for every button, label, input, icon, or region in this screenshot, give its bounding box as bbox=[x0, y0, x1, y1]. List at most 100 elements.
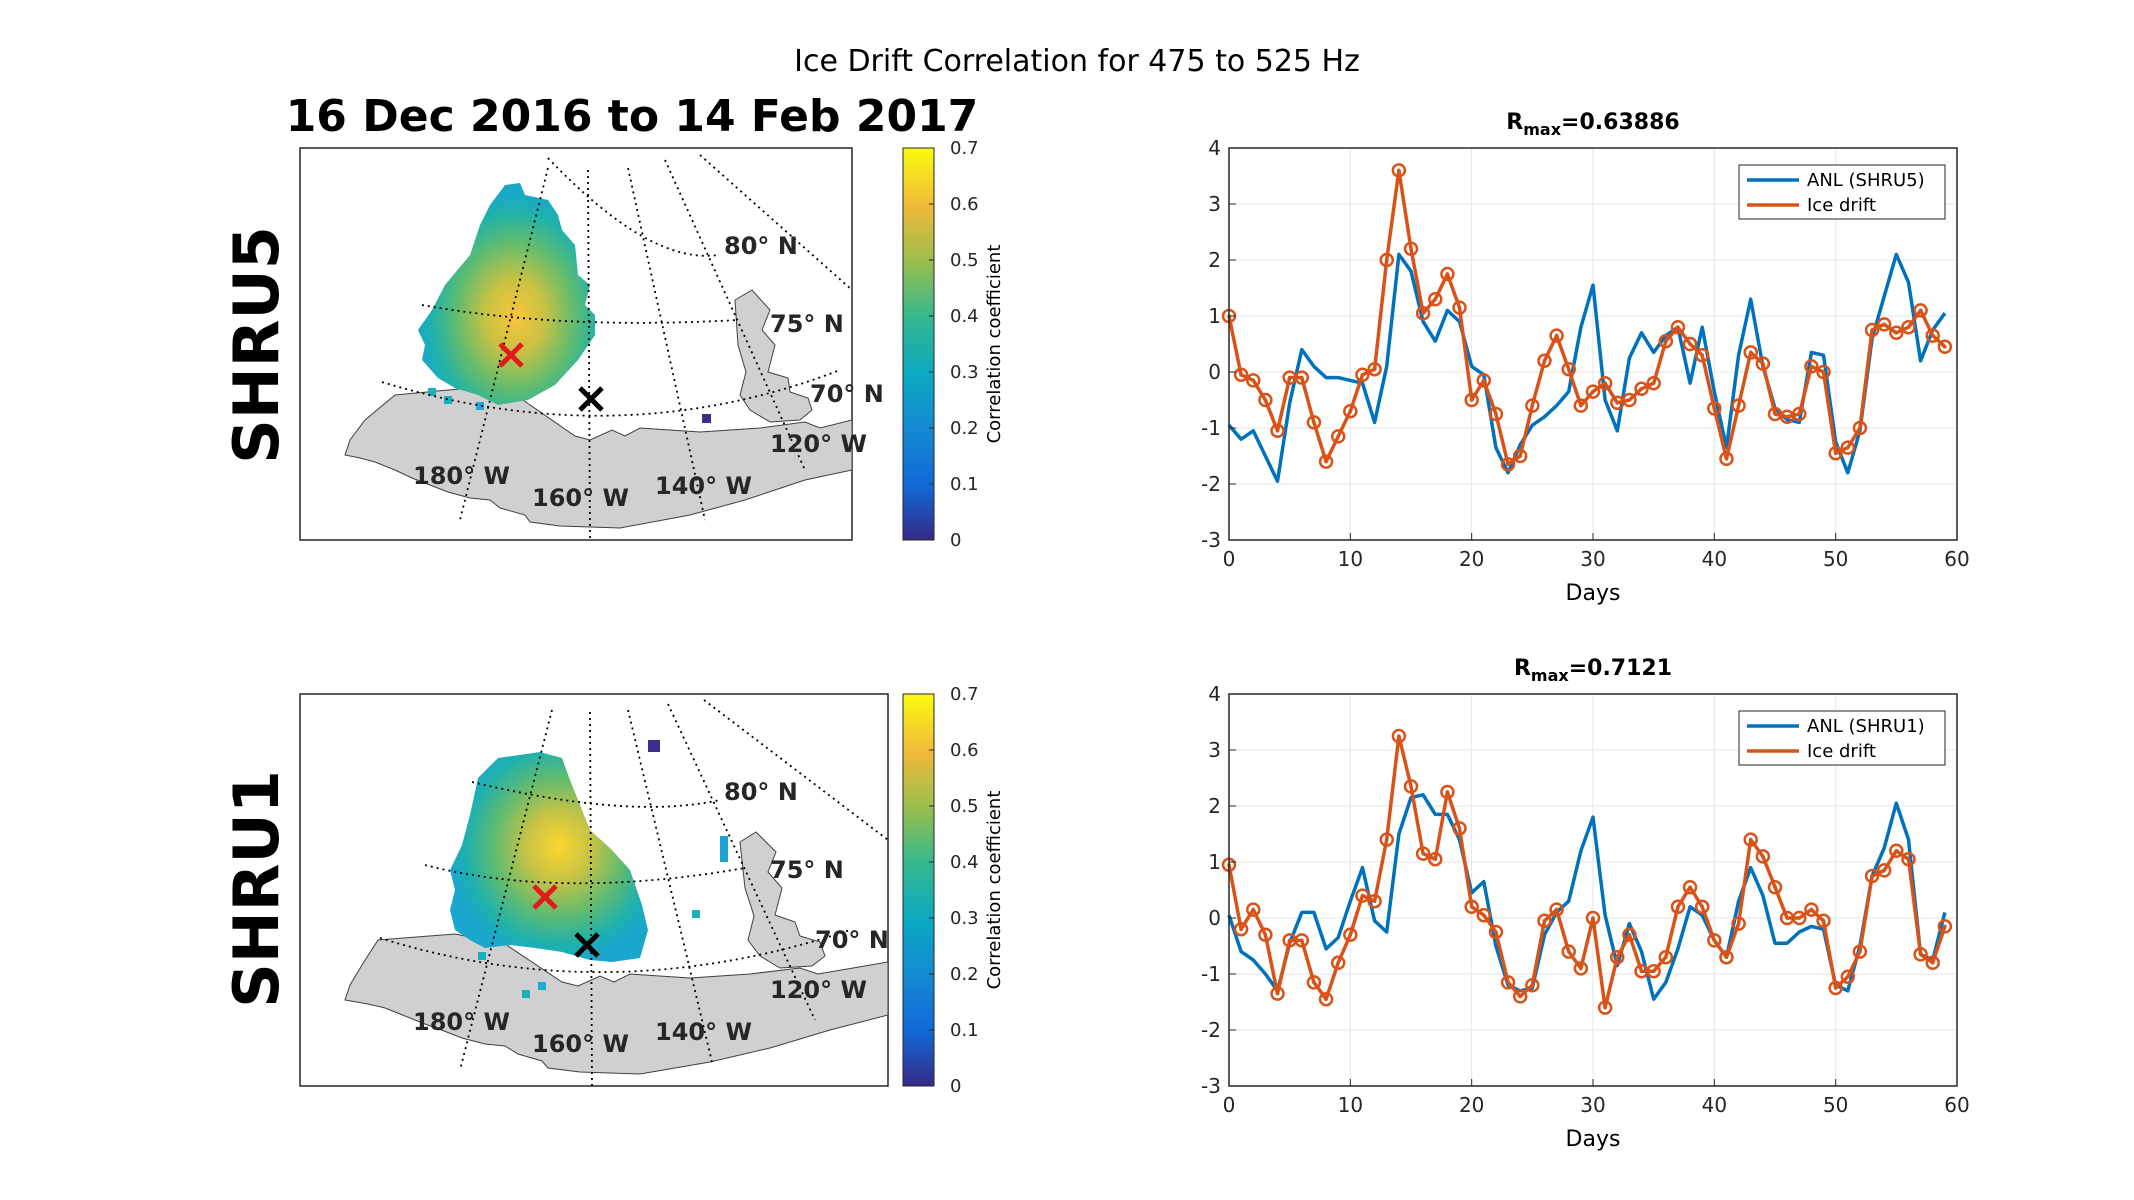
data-point-center bbox=[1275, 429, 1280, 433]
data-point-center bbox=[1482, 913, 1486, 917]
data-point-center bbox=[1482, 378, 1486, 383]
data-point-center bbox=[1603, 1005, 1607, 1010]
data-point bbox=[1233, 921, 1249, 937]
data-point-center bbox=[1312, 980, 1316, 985]
data-point bbox=[1585, 910, 1601, 926]
data-point bbox=[1306, 415, 1322, 430]
data-point bbox=[1561, 944, 1576, 959]
data-point-center bbox=[1360, 893, 1365, 898]
colorbar-ticks: 0 0.1 0.2 0.3 0.4 0.5 0.6 0.7 bbox=[929, 684, 979, 1097]
colorbar bbox=[902, 693, 935, 1087]
data-point bbox=[1464, 392, 1479, 408]
y-tick-label: 1 bbox=[1208, 850, 1221, 874]
data-point-center bbox=[1336, 434, 1340, 439]
data-point bbox=[1828, 445, 1843, 461]
data-point bbox=[1719, 451, 1734, 467]
data-point-center bbox=[1457, 305, 1462, 310]
data-point bbox=[1573, 398, 1589, 413]
series-line bbox=[1227, 168, 1947, 467]
data-point bbox=[1500, 457, 1516, 472]
data-point-center bbox=[1469, 905, 1474, 909]
data-point bbox=[1476, 907, 1492, 923]
data-point-center bbox=[1918, 308, 1923, 313]
data-point-center bbox=[1639, 387, 1644, 391]
data-point bbox=[1330, 955, 1346, 971]
chart-plot-area: 0 10 20 30 40 50 60 -3 -2 -1 0 1 2 3 4 ANL (SHRU1) Ice d… bbox=[1201, 682, 1970, 1117]
data-point-center bbox=[1797, 412, 1802, 416]
array-location-marker bbox=[498, 342, 524, 368]
data-point-center bbox=[1384, 258, 1389, 262]
data-point-center bbox=[1870, 328, 1874, 332]
data-point bbox=[1755, 849, 1771, 864]
colorbar-tick-label: 0.5 bbox=[950, 250, 979, 271]
data-point-center bbox=[1761, 361, 1765, 366]
y-tick-label: 0 bbox=[1208, 360, 1221, 384]
data-point-center bbox=[1882, 868, 1886, 873]
colorbar-tick-label: 0.1 bbox=[950, 1020, 979, 1041]
data-point-center bbox=[1870, 874, 1874, 878]
data-point-center bbox=[1287, 938, 1292, 943]
data-point-center bbox=[1736, 403, 1741, 408]
data-point-center bbox=[1542, 359, 1547, 363]
data-point bbox=[1767, 879, 1783, 895]
y-tick-label: 2 bbox=[1208, 794, 1221, 818]
colorbar-tick-label: 0.2 bbox=[950, 418, 979, 439]
chart-plot-area: 0 10 20 30 40 50 60 -3 -2 -1 0 1 2 3 4 ANL (SHRU5) Ice d… bbox=[1201, 136, 1970, 571]
data-point bbox=[1792, 406, 1807, 422]
land-mass-alaska bbox=[344, 387, 852, 529]
x-tick-label: 20 bbox=[1459, 547, 1484, 571]
x-tick-label: 10 bbox=[1338, 1093, 1363, 1117]
date-range-title: 16 Dec 2016 to 14 Feb 2017 bbox=[286, 91, 979, 142]
x-tick-label: 60 bbox=[1944, 547, 1969, 571]
colorbar-tick-label: 0.5 bbox=[950, 796, 979, 817]
map-panel-shru5: SHRU5 bbox=[220, 138, 1005, 551]
legend-entry-label: ANL (SHRU1) bbox=[1807, 716, 1925, 737]
data-point bbox=[1428, 851, 1443, 867]
data-point bbox=[1816, 364, 1831, 380]
data-point-center bbox=[1846, 975, 1850, 979]
data-point bbox=[1246, 902, 1261, 917]
data-point-center bbox=[1494, 412, 1498, 416]
chart-title: Rmax=0.63886 bbox=[1506, 110, 1679, 139]
data-point-center bbox=[1748, 350, 1753, 355]
data-point bbox=[1440, 266, 1455, 282]
data-point bbox=[1852, 420, 1868, 436]
colorbar-tick-label: 0.6 bbox=[950, 194, 979, 215]
data-point bbox=[1707, 933, 1722, 948]
data-point-center bbox=[1785, 916, 1789, 920]
data-point bbox=[1585, 384, 1601, 399]
data-point-center bbox=[1615, 955, 1620, 959]
data-point bbox=[1804, 359, 1819, 374]
data-point bbox=[1646, 375, 1661, 391]
data-point-center bbox=[1833, 451, 1838, 456]
data-point bbox=[1549, 902, 1564, 917]
chart-title-value: =0.63886 bbox=[1561, 110, 1680, 135]
series-line bbox=[1227, 252, 1947, 483]
data-point bbox=[1258, 392, 1273, 408]
data-point-center bbox=[1858, 426, 1862, 430]
data-point bbox=[1682, 879, 1698, 895]
data-point-center bbox=[1736, 921, 1741, 926]
data-point bbox=[1889, 325, 1904, 341]
data-point-center bbox=[1664, 955, 1668, 959]
x-tick-label: 10 bbox=[1338, 547, 1363, 571]
data-point-center bbox=[1542, 919, 1547, 923]
data-point-center bbox=[1360, 373, 1365, 377]
data-point bbox=[1610, 949, 1625, 965]
data-point bbox=[1694, 347, 1710, 363]
data-point bbox=[1367, 361, 1382, 377]
data-point bbox=[1901, 851, 1916, 867]
legend-box bbox=[1738, 164, 1946, 220]
data-point bbox=[1403, 241, 1419, 257]
x-axis-label: Days bbox=[1566, 581, 1621, 606]
lon-label-180: 180° W bbox=[413, 462, 510, 490]
data-point bbox=[1355, 888, 1370, 903]
data-point bbox=[1330, 429, 1346, 444]
row-label-shru1: SHRU1 bbox=[220, 770, 293, 1008]
data-point-center bbox=[1627, 398, 1632, 402]
data-point-center bbox=[1445, 790, 1450, 794]
data-point bbox=[1452, 821, 1467, 836]
data-point-center bbox=[1566, 367, 1571, 372]
graticule bbox=[379, 699, 888, 1086]
x-axis-label: Days bbox=[1566, 1127, 1621, 1152]
